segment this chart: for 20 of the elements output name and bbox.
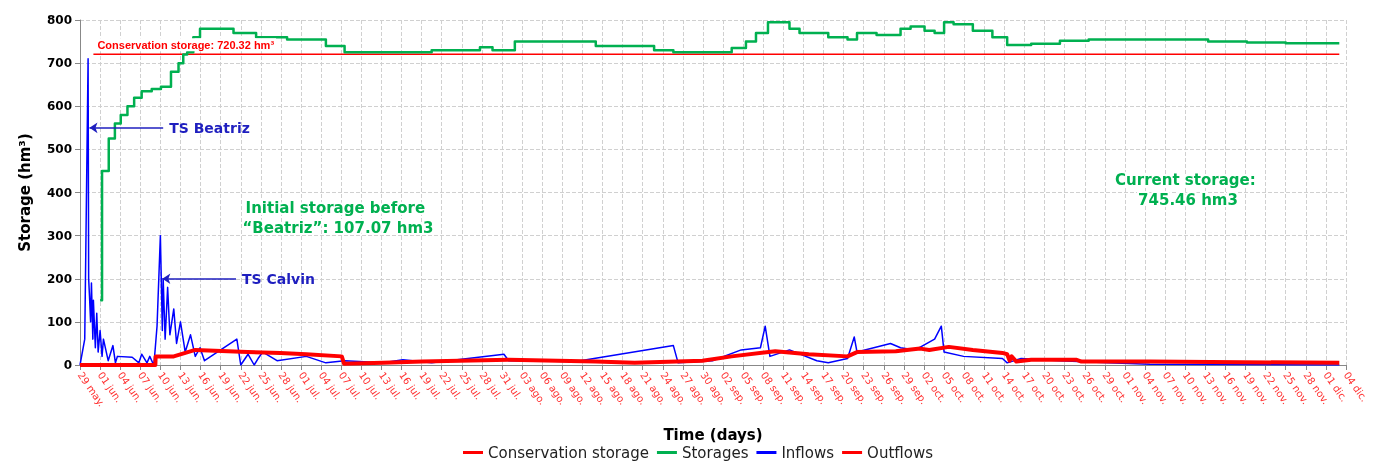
legend-label: Conservation storage — [488, 443, 649, 462]
y-tick-label: 100 — [46, 314, 72, 329]
y-tick-label: 400 — [46, 185, 72, 200]
y-tick-label: 600 — [46, 99, 72, 114]
annotation: TS Calvin — [242, 270, 315, 287]
annotation: Current storage: 745.46 hm3 — [1115, 171, 1261, 209]
y-tick-label: 500 — [46, 142, 72, 157]
y-tick-label: 700 — [46, 56, 72, 71]
y-tick-label: 200 — [46, 271, 72, 286]
legend-label: Outflows — [867, 443, 934, 462]
y-axis-title: Storage (hm³) — [15, 133, 34, 252]
annotation: Initial storage before “Beatriz”: 107.07 hm3 — [242, 199, 434, 237]
y-tick-label: 800 — [46, 13, 72, 27]
y-tick-label: 0 — [63, 358, 72, 372]
x-axis-title: Time (days) — [663, 425, 763, 444]
annotation: Conservation storage: 720.32 hm³ — [97, 38, 275, 51]
annotation: TS Beatriz — [169, 119, 250, 136]
y-tick-label: 300 — [46, 228, 72, 243]
legend-label: Storages — [681, 443, 749, 462]
legend-label: Inflows — [781, 443, 835, 462]
